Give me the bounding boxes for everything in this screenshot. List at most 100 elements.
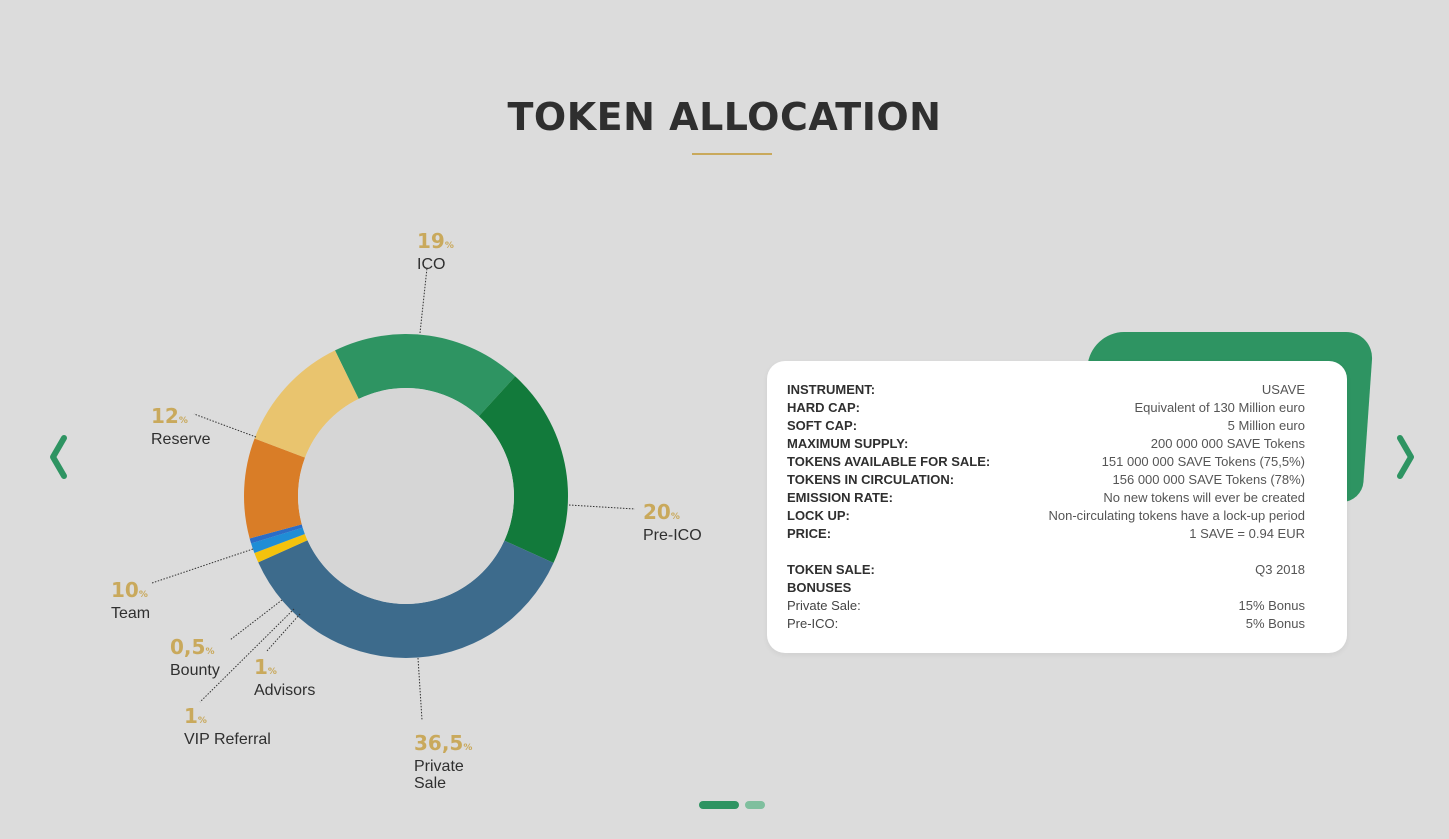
leader-line <box>417 657 423 721</box>
slice-team <box>244 438 306 539</box>
data-label-unit: % <box>138 590 148 600</box>
label-bounty: 0,5% Bounty <box>170 637 220 679</box>
info-key: TOKENS AVAILABLE FOR SALE: <box>787 454 991 469</box>
info-value: 156 000 000 SAVE Tokens (78%) <box>1112 472 1305 487</box>
token-info-card: INSTRUMENT: USAVE HARD CAP: Equivalent of 1… <box>767 361 1347 653</box>
data-label-name: Team <box>111 605 151 622</box>
info-key: BONUSES <box>787 580 852 595</box>
info-value: No new tokens will ever be created <box>1103 490 1305 505</box>
data-label-value: 36,5% <box>414 731 473 755</box>
prev-slide-button[interactable] <box>44 432 74 482</box>
info-key: SOFT CAP: <box>787 418 858 433</box>
data-label-name: Private <box>414 758 464 775</box>
chevron-left-icon <box>50 435 67 479</box>
info-key: HARD CAP: <box>787 400 860 415</box>
info-value: 5 Million euro <box>1227 418 1305 433</box>
leader-line <box>568 504 636 510</box>
info-row: TOKENS AVAILABLE FOR SALE: 151 000 000 SA… <box>787 453 1305 471</box>
slice-ico <box>334 334 516 417</box>
info-value: 200 000 000 SAVE Tokens <box>1150 436 1305 451</box>
label-team: 10% Team <box>111 580 150 622</box>
info-key: TOKEN SALE: <box>787 562 875 577</box>
data-label-value: 1% <box>254 655 277 679</box>
slice-vip-referral <box>251 527 305 553</box>
data-label-unit: % <box>267 667 277 677</box>
data-label-name: VIP Referral <box>184 731 271 748</box>
data-label-value: 12% <box>151 404 188 428</box>
data-label-name: Pre-ICO <box>643 527 702 544</box>
data-label-unit: % <box>444 241 454 251</box>
info-key: LOCK UP: <box>787 508 850 523</box>
info-row: PRICE: 1 SAVE = 0.94 EUR <box>787 525 1305 543</box>
info-row: SOFT CAP: 5 Million euro <box>787 417 1305 435</box>
leader-lines <box>151 267 636 721</box>
label-private-sale: 36,5% Private Sale <box>414 733 472 792</box>
info-value: Non-circulating tokens have a lock-up pe… <box>1048 508 1305 523</box>
info-key: Private Sale: <box>787 598 861 613</box>
label-vip-referral: 1% VIP Referral <box>184 706 271 748</box>
data-label-name: ICO <box>417 256 446 273</box>
info-value: 15% Bonus <box>1238 598 1306 613</box>
data-label-value: 10% <box>111 578 148 602</box>
data-label-name: Sale <box>414 775 447 792</box>
data-label-value: 1% <box>184 704 207 728</box>
next-slide-button[interactable] <box>1390 432 1420 482</box>
slice-private-sale <box>258 540 554 658</box>
data-label-unit: % <box>463 743 473 753</box>
data-label-value: 20% <box>643 500 680 524</box>
slide-dot-2[interactable] <box>745 801 765 809</box>
slide-dot-1[interactable] <box>699 801 739 809</box>
info-row: Private Sale: 15% Bonus <box>787 597 1305 615</box>
info-key: PRICE: <box>787 526 832 541</box>
info-key: TOKENS IN CIRCULATION: <box>787 472 955 487</box>
info-value: 5% Bonus <box>1245 616 1305 631</box>
data-label-value: 0,5% <box>170 635 215 659</box>
label-reserve: 12% Reserve <box>151 406 211 448</box>
data-label-unit: % <box>670 512 680 522</box>
info-row: MAXIMUM SUPPLY: 200 000 000 SAVE Tokens <box>787 435 1305 453</box>
info-value: Q3 2018 <box>1255 562 1305 577</box>
label-ico: 19% ICO <box>417 231 454 273</box>
data-label-name: Advisors <box>254 682 316 699</box>
info-row: INSTRUMENT: USAVE <box>787 381 1305 399</box>
info-key: Pre-ICO: <box>787 616 839 631</box>
info-key: EMISSION RATE: <box>787 490 893 505</box>
slice-advisors <box>254 533 308 563</box>
donut-slices <box>244 334 568 658</box>
data-label-name: Reserve <box>151 431 211 448</box>
info-value: USAVE <box>1261 382 1305 397</box>
info-row: TOKENS IN CIRCULATION: 156 000 000 SAVE T… <box>787 471 1305 489</box>
info-row: HARD CAP: Equivalent of 130 Million euro <box>787 399 1305 417</box>
donut-hole <box>298 388 514 604</box>
info-value: 151 000 000 SAVE Tokens (75,5%) <box>1101 454 1305 469</box>
slice-pre-ico <box>478 376 568 563</box>
label-pre-ico: 20% Pre-ICO <box>643 502 702 544</box>
leader-line <box>419 267 428 334</box>
info-row: Pre-ICO: 5% Bonus <box>787 615 1305 633</box>
data-label-unit: % <box>178 416 188 426</box>
info-value: Equivalent of 130 Million euro <box>1134 400 1305 415</box>
leader-line <box>151 548 254 584</box>
data-label-value: 19% <box>417 229 454 253</box>
info-row: LOCK UP: Non-circulating tokens have a lo… <box>787 507 1305 525</box>
data-label-unit: % <box>205 647 215 657</box>
data-label-name: Bounty <box>170 662 220 679</box>
info-row: TOKEN SALE: Q3 2018 <box>787 561 1305 579</box>
page-title: TOKEN ALLOCATION <box>507 95 942 139</box>
info-value: 1 SAVE = 0.94 EUR <box>1189 526 1305 541</box>
leader-line <box>229 599 283 641</box>
slice-bounty <box>249 524 303 544</box>
slice-reserve <box>254 350 359 458</box>
info-key: INSTRUMENT: <box>787 382 876 397</box>
leader-line <box>199 608 295 703</box>
leader-line <box>193 413 257 438</box>
title-underline <box>692 153 772 155</box>
label-advisors: 1% Advisors <box>254 657 315 699</box>
chevron-right-icon <box>1397 435 1414 479</box>
leader-line <box>265 613 301 653</box>
info-key: MAXIMUM SUPPLY: <box>787 436 909 451</box>
data-label-unit: % <box>197 716 207 726</box>
info-row: BONUSES <box>787 579 1305 597</box>
info-row: EMISSION RATE: No new tokens will ever be… <box>787 489 1305 507</box>
